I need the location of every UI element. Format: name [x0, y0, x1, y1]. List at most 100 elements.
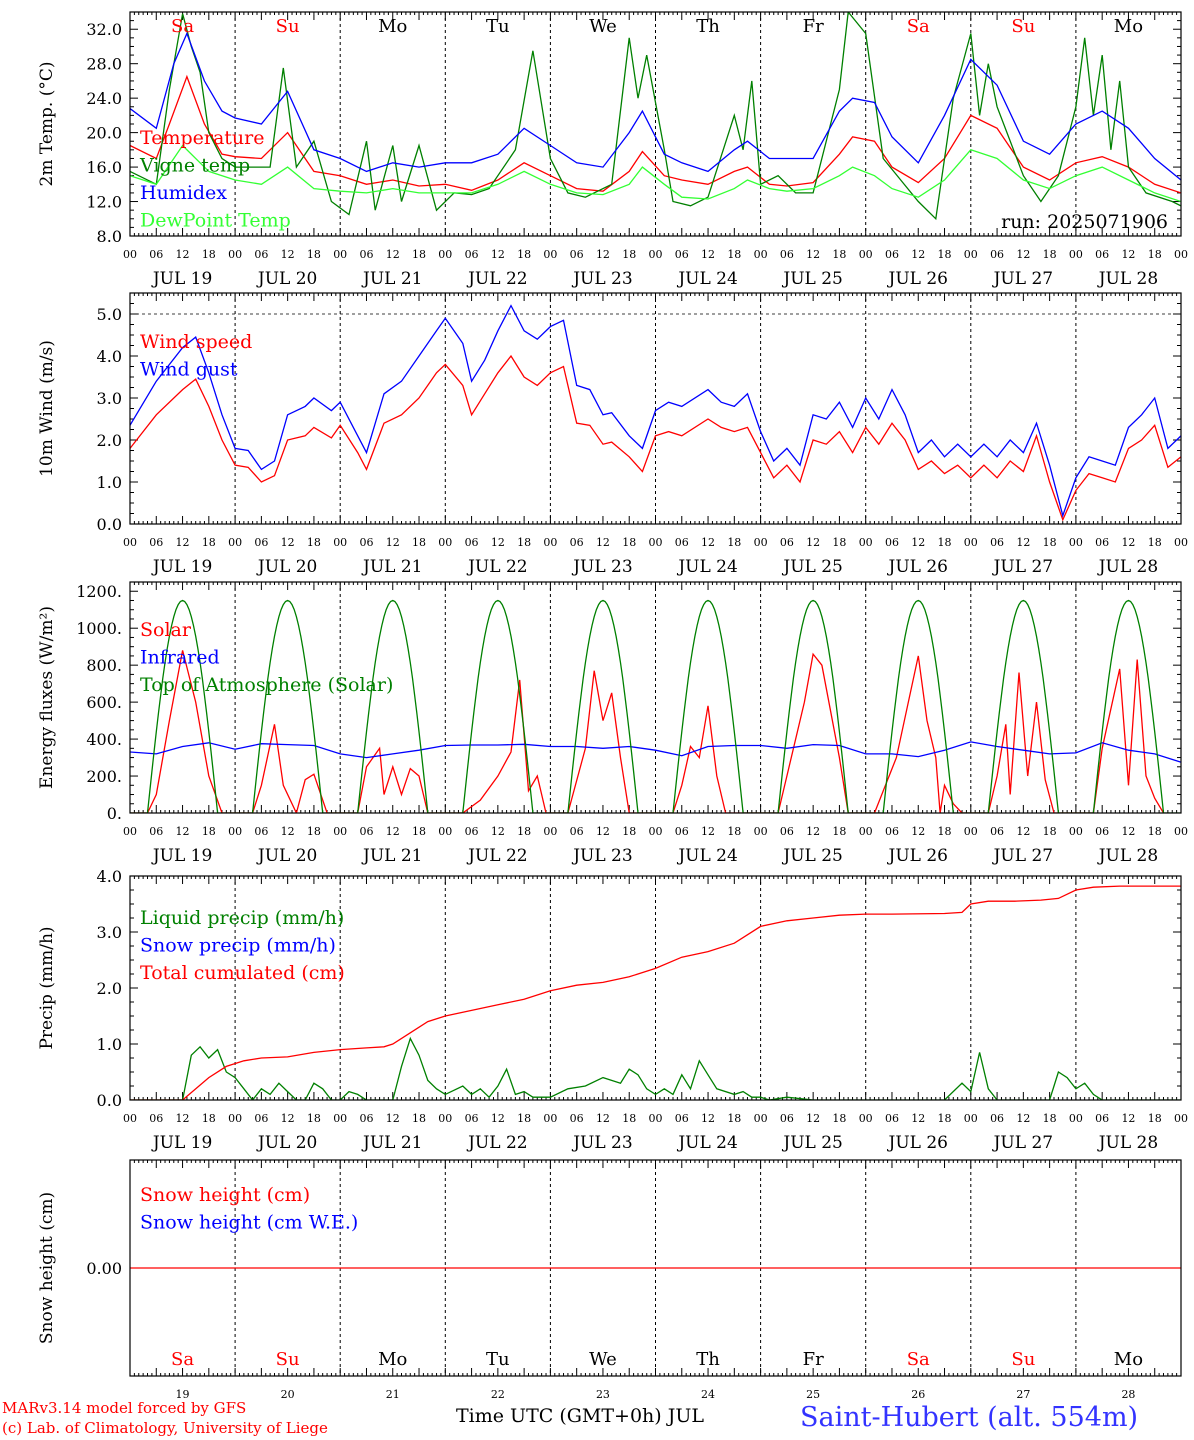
hour-tick-label: 12 [596, 825, 610, 838]
hour-tick-label: 00 [754, 248, 768, 261]
series-group [130, 304, 1181, 522]
hour-tick-label: 12 [386, 825, 400, 838]
weekday-label: Sa [907, 16, 930, 37]
hour-tick-label: 18 [938, 1112, 952, 1125]
hour-tick-label: 12 [701, 536, 715, 549]
hour-tick-label: 06 [675, 825, 689, 838]
legend-entry: Wind speed [140, 331, 252, 353]
hour-tick-label: 00 [438, 536, 452, 549]
series-line [130, 12, 1181, 221]
hour-tick-label: 18 [1043, 1112, 1057, 1125]
date-label: JUL 22 [466, 846, 527, 866]
hour-tick-label: 06 [359, 825, 373, 838]
y-tick-label: 800. [86, 656, 122, 675]
hour-tick-label: 06 [465, 825, 479, 838]
date-label: JUL 20 [256, 1133, 317, 1153]
x-axis-label: Time UTC (GMT+0h) JUL [456, 1405, 704, 1427]
hour-tick-label: 12 [1121, 536, 1135, 549]
legend-entry: DewPoint Temp [140, 210, 291, 232]
y-tick-label: 4.0 [97, 867, 122, 886]
hour-tick-label: 12 [596, 1112, 610, 1125]
y-axis-label: Energy fluxes (W/m²) [37, 606, 57, 789]
hour-tick-label: 06 [885, 1112, 899, 1125]
date-label: JUL 24 [676, 557, 737, 577]
legend-entry: Snow precip (mm/h) [140, 935, 336, 957]
y-tick-label: 0.0 [97, 515, 122, 534]
hour-tick-label: 00 [964, 248, 978, 261]
hour-tick-label: 18 [727, 1112, 741, 1125]
hour-tick-label: 06 [990, 536, 1004, 549]
hour-tick-label: 06 [990, 825, 1004, 838]
weekday-label: Mo [378, 16, 407, 37]
y-tick-label: 2.0 [97, 431, 122, 450]
weekday-label: Sa [907, 1349, 930, 1370]
day-number-label: 25 [806, 1388, 820, 1401]
legend-entry: Infrared [140, 647, 220, 669]
plot-frame [129, 1159, 1182, 1377]
weekday-label: We [589, 1349, 617, 1370]
hour-tick-label: 18 [517, 536, 531, 549]
series-line [130, 741, 1181, 763]
day-number-label: 28 [1121, 1388, 1135, 1401]
hour-tick-label: 12 [491, 536, 505, 549]
y-tick-label: 1200. [76, 582, 122, 601]
plot-frame [129, 292, 1182, 525]
hour-tick-label: 00 [123, 248, 137, 261]
hour-tick-label: 00 [333, 248, 347, 261]
weekday-label: Su [1011, 16, 1035, 37]
y-tick-label: 4.0 [97, 347, 122, 366]
hour-tick-label: 18 [1148, 825, 1162, 838]
hour-tick-label: 18 [622, 536, 636, 549]
date-label: JUL 19 [151, 557, 212, 577]
weekday-label: Mo [1114, 1349, 1143, 1370]
date-label: JUL 20 [256, 269, 317, 289]
date-label: JUL 25 [781, 1133, 842, 1153]
hour-tick-label: 12 [281, 825, 295, 838]
hour-tick-label: 00 [228, 1112, 242, 1125]
hour-tick-label: 18 [202, 248, 216, 261]
hour-tick-label: 12 [491, 248, 505, 261]
hour-tick-label: 18 [727, 248, 741, 261]
hour-tick-label: 12 [806, 248, 820, 261]
date-label: JUL 27 [992, 269, 1053, 289]
series-line [130, 599, 1181, 813]
weekday-label: Mo [378, 1349, 407, 1370]
date-label: JUL 20 [256, 846, 317, 866]
date-label: JUL 28 [1097, 269, 1158, 289]
hour-tick-label: 06 [570, 1112, 584, 1125]
hour-tick-label: 00 [333, 536, 347, 549]
hour-tick-label: 18 [622, 825, 636, 838]
y-axis-label: Snow height (cm) [37, 1192, 57, 1344]
date-label: JUL 24 [676, 269, 737, 289]
hour-tick-label: 18 [938, 825, 952, 838]
y-tick-label: 3.0 [97, 923, 122, 942]
hour-tick-label: 18 [1148, 248, 1162, 261]
hour-tick-label: 00 [333, 1112, 347, 1125]
y-axis-label: Precip (mm/h) [37, 926, 57, 1049]
hour-tick-label: 18 [517, 825, 531, 838]
hour-tick-label: 12 [596, 536, 610, 549]
y-tick-label: 16.0 [86, 158, 122, 177]
hour-tick-label: 00 [649, 825, 663, 838]
hour-tick-label: 18 [1043, 248, 1057, 261]
y-tick-label: 32.0 [86, 20, 122, 39]
hour-tick-label: 12 [911, 536, 925, 549]
hour-tick-label: 12 [386, 248, 400, 261]
date-label: JUL 22 [466, 557, 527, 577]
date-label: JUL 28 [1097, 557, 1158, 577]
date-label: JUL 27 [992, 557, 1053, 577]
hour-tick-label: 18 [412, 825, 426, 838]
hour-tick-label: 06 [149, 1112, 163, 1125]
y-tick-label: 0. [107, 804, 122, 823]
legend-entry: Solar [140, 619, 192, 641]
weekday-label: Th [696, 16, 720, 37]
series-line [130, 885, 1181, 1100]
date-label: JUL 27 [992, 846, 1053, 866]
hour-tick-label: 12 [176, 536, 190, 549]
day-number-label: 22 [491, 1388, 505, 1401]
hour-tick-label: 00 [1174, 1112, 1188, 1125]
hour-tick-label: 06 [990, 1112, 1004, 1125]
hour-tick-label: 12 [806, 536, 820, 549]
y-tick-label: 24.0 [86, 89, 122, 108]
